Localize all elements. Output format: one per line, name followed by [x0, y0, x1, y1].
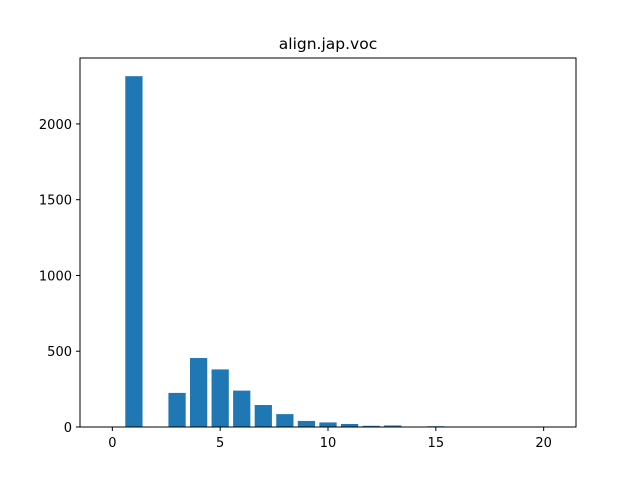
bar-13	[384, 425, 402, 427]
y-tick-label: 0	[64, 421, 72, 436]
bar-9	[297, 420, 316, 427]
plot-frame	[79, 57, 577, 428]
y-axis: 0 500 1000 1500 2000	[39, 118, 80, 436]
x-tick-label: 0	[108, 436, 116, 451]
bar-3	[168, 392, 186, 427]
x-tick-label: 20	[535, 436, 552, 451]
bar-6	[233, 390, 251, 427]
bar-4	[189, 358, 208, 427]
bar-7	[254, 405, 272, 427]
bar-12	[362, 425, 380, 427]
bar-1	[125, 76, 143, 428]
x-tick-label: 15	[428, 436, 445, 451]
chart-title: align.jap.voc	[279, 35, 377, 53]
x-tick-label: 10	[320, 436, 337, 451]
bars-group	[125, 76, 467, 428]
y-tick-label: 2000	[39, 118, 72, 133]
bar-11	[340, 423, 359, 427]
y-tick-label: 500	[47, 345, 72, 360]
x-axis: 0 5 10 15 20	[108, 427, 552, 451]
y-tick-label: 1000	[39, 269, 72, 284]
y-tick-label: 1500	[39, 194, 72, 209]
bar-10	[319, 422, 337, 427]
bar-5	[211, 369, 229, 427]
x-tick-label: 5	[216, 436, 224, 451]
bar-8	[276, 414, 294, 427]
